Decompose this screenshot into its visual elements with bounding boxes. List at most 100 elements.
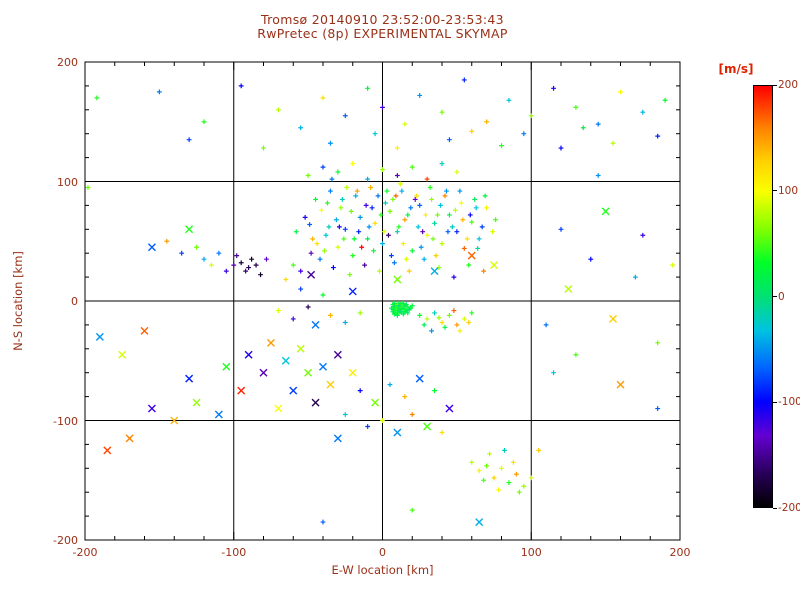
data-point-plus [209, 262, 214, 268]
data-point-plus [246, 265, 252, 270]
data-point-plus [365, 85, 371, 91]
data-point-plus [573, 105, 579, 110]
data-point-cross [118, 350, 127, 359]
colorbar-tick-label: 100 [778, 184, 799, 197]
data-point-cross [274, 404, 283, 413]
data-point-plus [414, 193, 420, 199]
data-point-plus [369, 205, 375, 211]
data-point-plus [396, 224, 402, 230]
data-point-plus [670, 262, 675, 268]
data-point-plus [253, 262, 259, 268]
data-point-plus [392, 260, 397, 266]
data-point-plus [354, 188, 360, 194]
data-point-plus [359, 244, 365, 250]
data-point-plus [442, 324, 448, 330]
data-point-plus [516, 489, 522, 495]
data-point-cross [289, 386, 298, 395]
data-point-plus [384, 188, 390, 194]
data-point-plus [429, 328, 434, 334]
data-point-plus [320, 164, 326, 170]
data-point-plus [475, 246, 481, 251]
data-point-plus [341, 236, 347, 242]
data-point-plus [320, 95, 326, 101]
colorbar-tickmark [773, 507, 777, 509]
data-point-plus [389, 305, 394, 311]
colorbar-tickmark [773, 401, 777, 403]
data-point-cross [393, 428, 402, 437]
data-point-cross [147, 404, 156, 413]
data-point-cross [214, 410, 223, 419]
data-point-plus [336, 224, 342, 230]
data-point-plus [403, 256, 409, 262]
data-point-plus [380, 167, 385, 172]
x-axis-label: E-W location [km] [331, 563, 434, 577]
data-point-plus [397, 181, 403, 187]
data-point-cross [415, 374, 424, 383]
data-point-plus [447, 312, 452, 318]
data-point-plus [595, 121, 601, 127]
data-point-cross [140, 326, 149, 335]
data-point-plus [421, 256, 427, 262]
data-point-plus [432, 388, 437, 394]
data-point-cross [222, 362, 231, 371]
data-point-plus [223, 268, 229, 274]
data-point-plus [427, 185, 433, 190]
colorbar-tick-label: 0 [778, 290, 785, 303]
data-point-plus [363, 203, 369, 208]
data-point-plus [454, 229, 460, 235]
data-point-plus [421, 322, 427, 328]
data-point-cross [423, 422, 432, 431]
data-point-plus [390, 197, 396, 202]
data-point-plus [610, 140, 616, 146]
data-point-plus [194, 244, 199, 250]
data-point-plus [420, 229, 426, 235]
data-point-plus [94, 95, 100, 101]
data-point-cross [311, 398, 320, 407]
data-point-plus [424, 316, 430, 322]
data-point-cross [185, 225, 194, 234]
data-point-plus [511, 459, 516, 465]
data-point-plus [368, 185, 373, 190]
data-point-plus [543, 322, 549, 328]
data-point-plus [450, 224, 455, 230]
data-point-cross [430, 267, 439, 276]
data-point-plus [405, 212, 411, 218]
data-point-plus [298, 268, 304, 274]
colorbar-tick-label: -100 [778, 396, 800, 409]
data-point-plus [231, 262, 237, 268]
colorbar-tickmark [773, 190, 777, 192]
data-point-plus [432, 310, 437, 316]
data-point-cross [304, 368, 313, 377]
data-point-plus [417, 203, 423, 208]
plot-title-line1: Tromsø 20140910 23:52:00-23:53:43 [261, 12, 504, 27]
data-point-plus [234, 253, 240, 258]
data-point-plus [179, 250, 185, 256]
data-point-plus [338, 205, 344, 211]
data-point-cross [125, 434, 134, 443]
data-point-plus [640, 232, 646, 238]
x-tick-label: 200 [669, 546, 691, 559]
data-point-plus [365, 236, 371, 242]
data-point-plus [348, 208, 354, 214]
data-point-plus [469, 128, 475, 134]
data-point-plus [409, 303, 415, 309]
data-point-cross [490, 261, 499, 270]
colorbar [753, 85, 773, 508]
data-point-plus [399, 306, 405, 312]
data-point-plus [380, 418, 385, 423]
data-point-plus [238, 83, 244, 89]
data-point-plus [243, 268, 249, 274]
data-point-plus [452, 207, 458, 213]
data-point-plus [451, 308, 457, 313]
data-point-cross [237, 386, 246, 395]
data-point-plus [275, 107, 281, 113]
data-point-plus [454, 322, 460, 328]
colorbar-tick-label: 200 [778, 79, 799, 91]
data-point-plus [290, 316, 296, 322]
data-point-plus [339, 197, 345, 202]
data-point-plus [396, 303, 402, 309]
data-point-plus [429, 197, 434, 202]
data-point-plus [375, 193, 381, 199]
data-point-cross [616, 380, 625, 389]
